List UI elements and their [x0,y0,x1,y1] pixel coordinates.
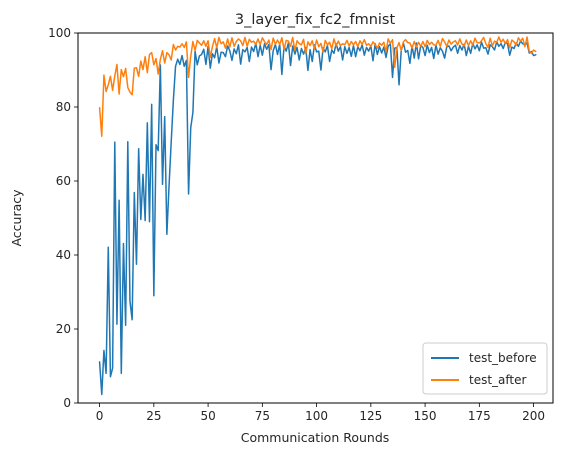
legend-label-test-after: test_after [469,373,527,387]
y-tick-label: 60 [56,174,71,188]
x-axis: 0 25 50 75 100 125 150 175 200 [96,403,545,423]
legend-box [422,342,548,395]
x-tick-label: 0 [96,409,104,423]
x-tick-label: 175 [468,409,491,423]
legend-label-test-before: test_before [469,351,537,365]
y-tick-label: 80 [56,100,71,114]
plot-border [77,32,554,404]
legend: test_before test_after [422,342,548,395]
series-line-test-after [98,36,537,137]
x-tick-label: 75 [255,409,270,423]
x-tick-label: 200 [522,409,545,423]
y-tick-label: 0 [63,396,71,410]
plot-frame [78,33,553,403]
y-axis-title: Accuracy [9,189,24,247]
plot-area [77,32,554,404]
y-tick-label: 100 [48,26,71,40]
y-tick-label: 40 [56,248,71,262]
x-tick-label: 100 [305,409,328,423]
y-axis: 0 20 40 60 80 100 [48,26,78,410]
x-tick-label: 25 [146,409,161,423]
series-line-test-before [98,40,537,396]
y-tick-label: 20 [56,322,71,336]
x-axis-title: Communication Rounds [241,430,390,445]
x-tick-label: 150 [414,409,437,423]
x-tick-label: 125 [359,409,382,423]
chart-title: 3_layer_fix_fc2_fmnist [235,12,396,28]
x-tick-label: 50 [200,409,215,423]
series-layer [98,36,537,396]
